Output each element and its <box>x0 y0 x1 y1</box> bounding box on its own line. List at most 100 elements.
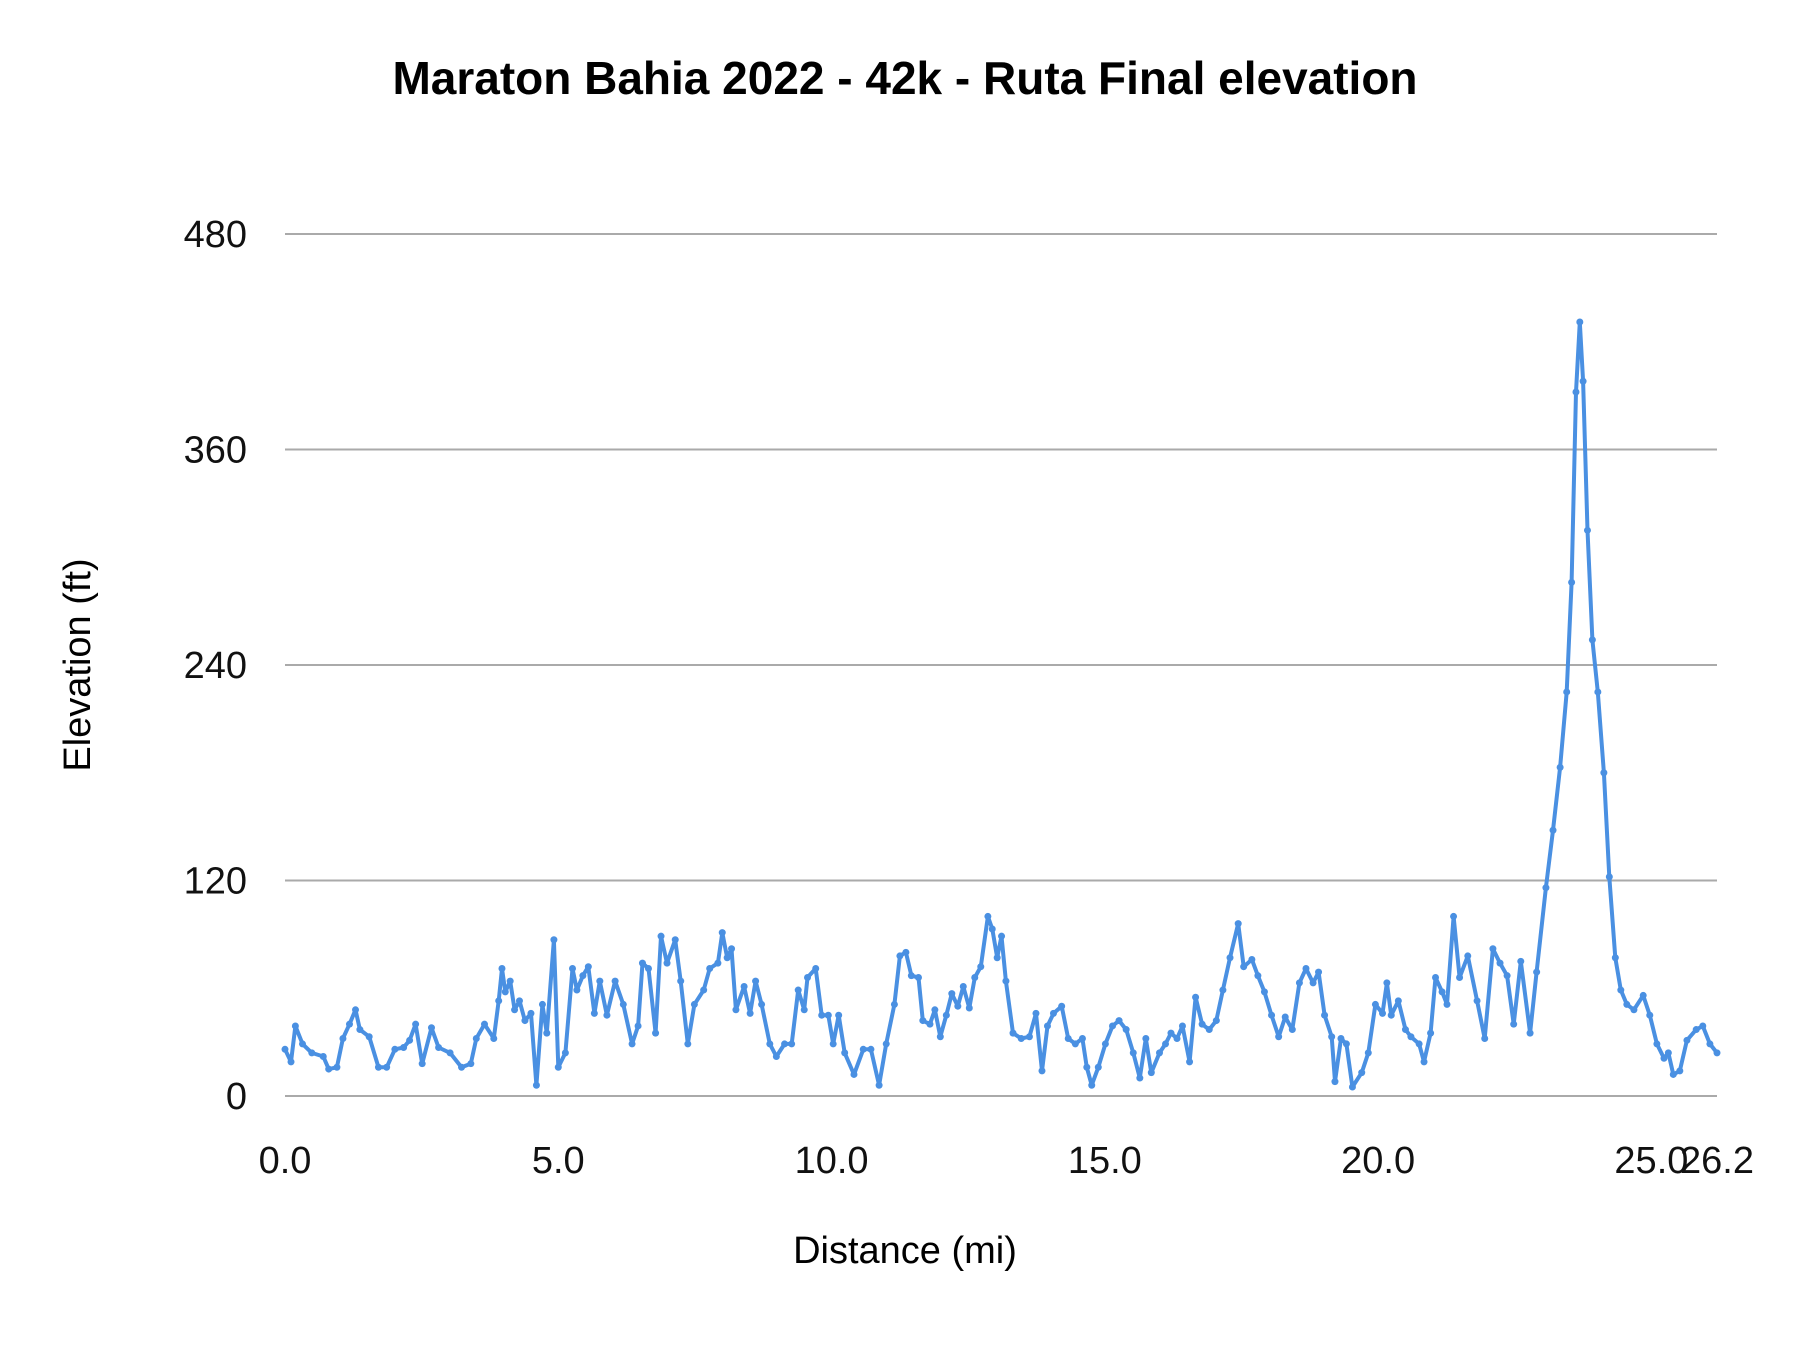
data-point <box>1676 1067 1684 1075</box>
x-axis-title: Distance (mi) <box>793 1230 1017 1272</box>
data-point <box>1364 1049 1372 1057</box>
y-tick-label: 0 <box>226 1076 247 1118</box>
data-point <box>1017 1035 1025 1043</box>
data-point <box>1009 1029 1017 1037</box>
x-tick-label: 0.0 <box>259 1140 312 1182</box>
data-point <box>1108 1022 1116 1030</box>
data-point <box>319 1052 327 1060</box>
data-point <box>1205 1026 1213 1034</box>
data-point <box>714 959 722 967</box>
data-point <box>495 997 503 1005</box>
data-point <box>867 1045 875 1053</box>
data-point <box>1605 873 1613 881</box>
data-point <box>1572 388 1580 396</box>
data-point <box>1295 979 1303 987</box>
x-tick-label: 26.2 <box>1680 1140 1754 1182</box>
data-point <box>634 1022 642 1030</box>
data-point <box>1526 1029 1534 1037</box>
data-point <box>1549 826 1557 834</box>
data-point <box>527 1009 535 1017</box>
data-point <box>875 1081 883 1089</box>
data-point <box>1699 1022 1707 1030</box>
data-point <box>1058 1002 1066 1010</box>
data-point <box>1653 1040 1661 1048</box>
data-point <box>1706 1040 1714 1048</box>
data-point <box>663 959 671 967</box>
data-point <box>1331 1078 1339 1086</box>
data-point <box>1420 1058 1428 1066</box>
data-point <box>1049 1009 1057 1017</box>
data-point <box>926 1020 934 1028</box>
data-point <box>628 1040 636 1048</box>
data-point <box>1623 1000 1631 1008</box>
data-point <box>1371 1000 1379 1008</box>
data-point <box>919 1017 927 1025</box>
x-tick-label: 10.0 <box>795 1140 869 1182</box>
data-point <box>1660 1054 1668 1062</box>
data-point <box>740 982 748 990</box>
data-point <box>728 945 736 953</box>
data-point <box>1268 1011 1276 1019</box>
data-point <box>1489 945 1497 953</box>
data-point <box>1275 1033 1283 1041</box>
data-point <box>942 1011 950 1019</box>
data-point <box>333 1063 341 1071</box>
data-point <box>657 932 665 940</box>
data-point <box>1212 1017 1220 1025</box>
data-point <box>948 990 956 998</box>
data-point <box>400 1044 408 1052</box>
data-point <box>554 1063 562 1071</box>
data-point <box>1142 1035 1150 1043</box>
data-point <box>412 1020 420 1028</box>
data-point <box>506 977 514 985</box>
data-point <box>1254 972 1262 980</box>
data-point <box>835 1011 843 1019</box>
data-point <box>345 1020 353 1028</box>
data-point <box>1226 954 1234 962</box>
data-point <box>325 1065 333 1073</box>
data-point <box>902 948 910 956</box>
data-point <box>490 1035 498 1043</box>
data-point <box>781 1040 789 1048</box>
data-point <box>1639 991 1647 999</box>
data-point <box>746 1009 754 1017</box>
data-point <box>1496 959 1504 967</box>
data-point <box>859 1045 867 1053</box>
data-point <box>723 954 731 962</box>
data-point <box>931 1006 939 1014</box>
data-point <box>352 1006 360 1014</box>
data-point <box>1664 1049 1672 1057</box>
data-point <box>690 1000 698 1008</box>
data-point <box>1583 526 1591 534</box>
data-point <box>1162 1040 1170 1048</box>
data-point <box>596 977 604 985</box>
data-point <box>812 964 820 972</box>
data-point <box>1394 997 1402 1005</box>
data-point <box>1594 688 1602 696</box>
gridlines <box>285 233 1717 1097</box>
data-point <box>1683 1036 1691 1044</box>
data-point <box>1579 377 1587 385</box>
data-point <box>998 932 1006 940</box>
data-point <box>1167 1029 1175 1037</box>
data-point <box>984 912 992 920</box>
data-point <box>1407 1033 1415 1041</box>
data-point <box>1576 318 1584 326</box>
data-point <box>677 977 685 985</box>
data-point <box>1450 912 1458 920</box>
data-point <box>788 1040 796 1048</box>
data-point <box>959 982 967 990</box>
data-point <box>914 973 922 981</box>
data-point <box>1032 1009 1040 1017</box>
chart-title: Maraton Bahia 2022 - 42k - Ruta Final el… <box>392 52 1417 104</box>
data-point <box>752 977 760 985</box>
data-point <box>603 1011 611 1019</box>
data-point <box>1156 1049 1164 1057</box>
data-point <box>1542 884 1550 892</box>
data-point <box>882 1040 890 1048</box>
data-point <box>644 964 652 972</box>
data-point <box>1309 979 1317 987</box>
data-point <box>1533 968 1541 976</box>
y-axis-ticks: 0 120 240 360 480 <box>184 214 247 1118</box>
x-tick-label: 25.0 <box>1614 1140 1688 1182</box>
